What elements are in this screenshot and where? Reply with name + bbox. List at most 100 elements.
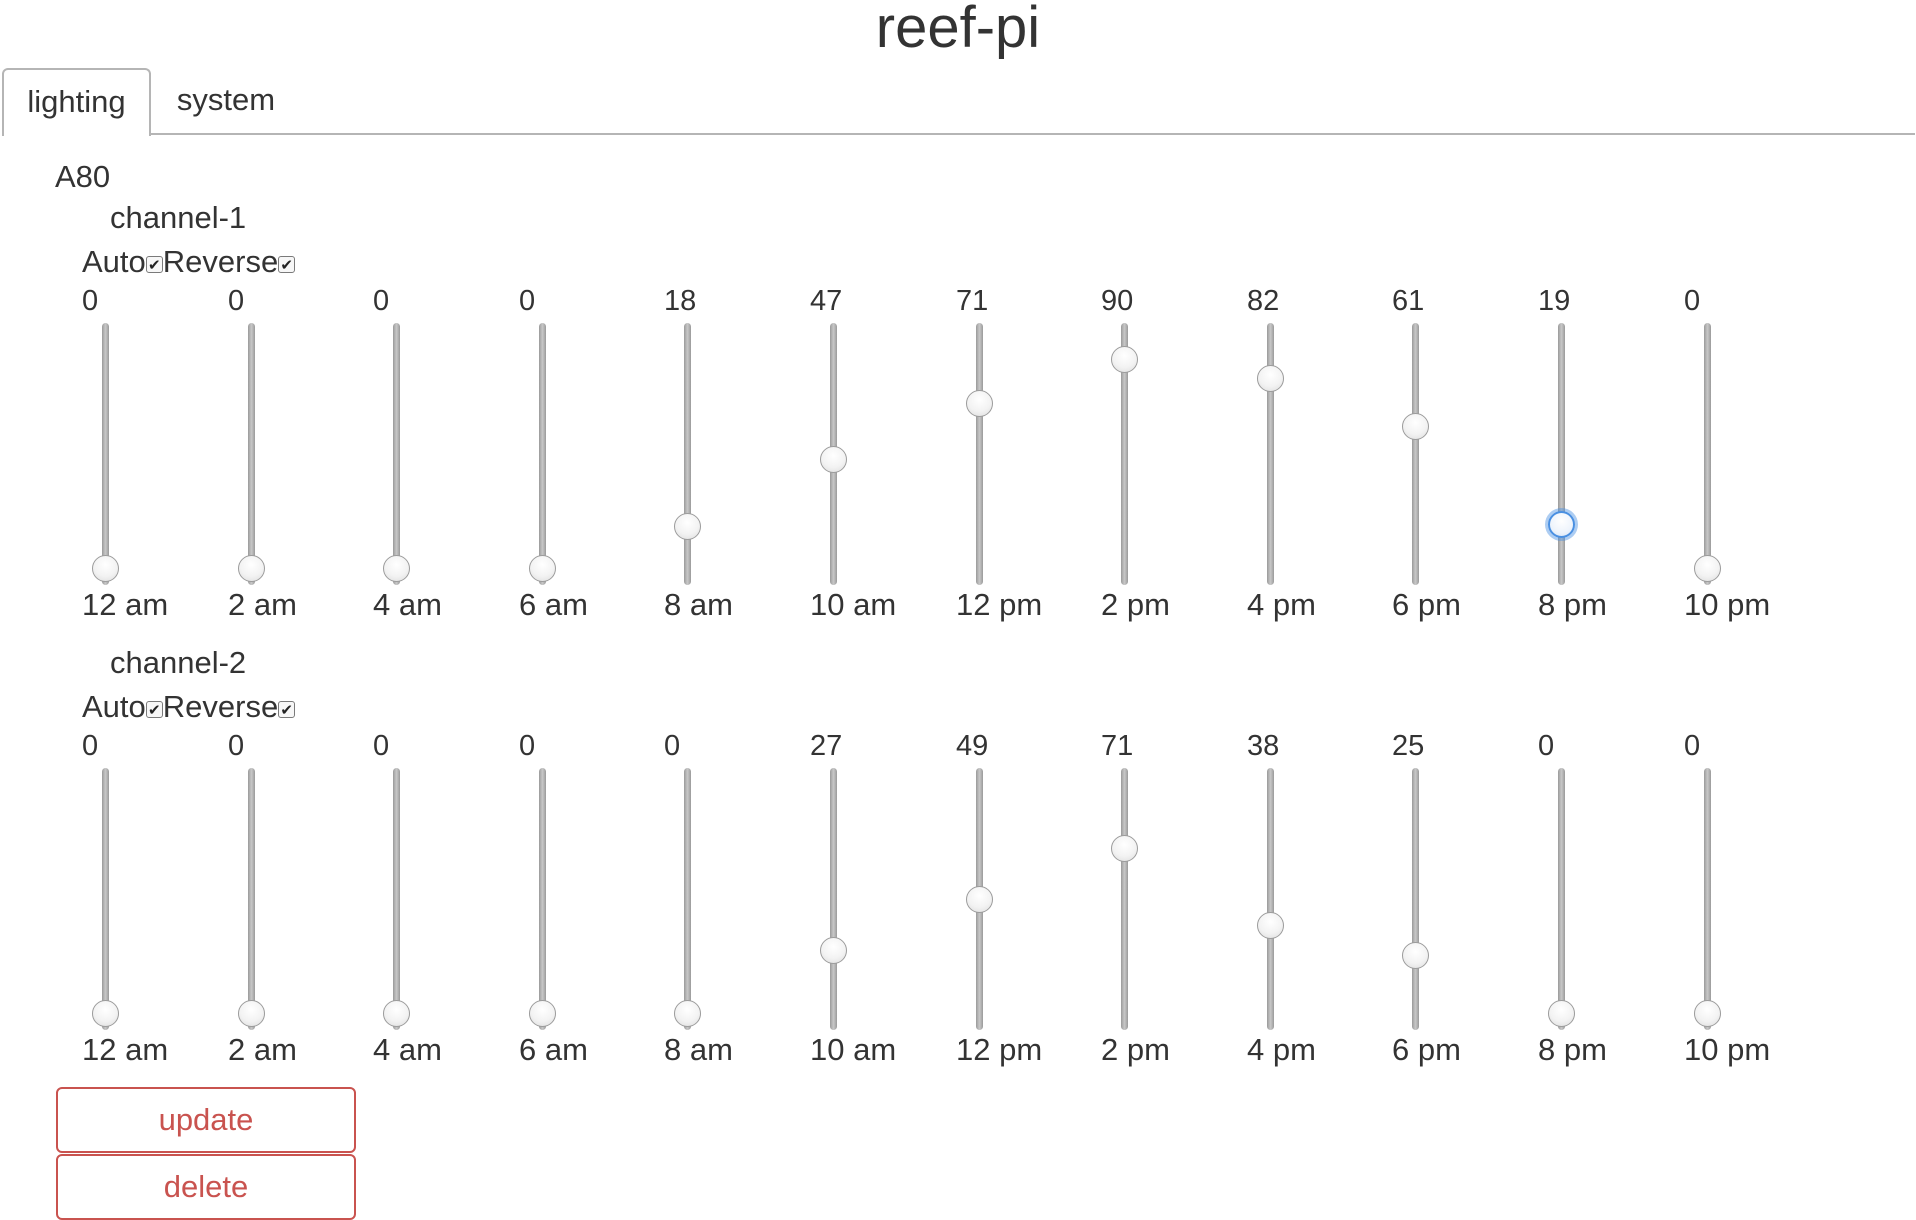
channel-name: channel-2: [110, 645, 247, 680]
slider-value: 0: [519, 285, 536, 317]
slider-thumb[interactable]: [238, 1000, 265, 1027]
time-label: 4 am: [373, 1032, 442, 1067]
slider-track[interactable]: [1267, 323, 1274, 585]
slider-value: 0: [228, 730, 245, 762]
slider-value: 71: [956, 285, 989, 317]
slider-thumb[interactable]: [1548, 1000, 1575, 1027]
slider-column: 0 4 am: [373, 283, 513, 633]
slider-track[interactable]: [1121, 768, 1128, 1030]
time-label: 12 am: [82, 587, 169, 622]
time-label: 12 pm: [956, 1032, 1043, 1067]
slider-thumb[interactable]: [1111, 346, 1138, 373]
auto-checkbox[interactable]: ✔: [145, 701, 163, 719]
slider-track[interactable]: [1121, 323, 1128, 585]
reverse-checkbox[interactable]: ✔: [278, 256, 296, 274]
slider-thumb[interactable]: [820, 446, 847, 473]
time-label: 6 am: [519, 1032, 588, 1067]
slider-column: 0 12 am: [82, 283, 222, 633]
slider-column: 90 2 pm: [1101, 283, 1241, 633]
reverse-label: Reverse: [162, 688, 279, 724]
slider-thumb[interactable]: [966, 390, 993, 417]
slider-column: 0 8 am: [664, 728, 804, 1078]
slider-thumb[interactable]: [1694, 555, 1721, 582]
slider-thumb[interactable]: [529, 1000, 556, 1027]
slider-thumb[interactable]: [1257, 912, 1284, 939]
slider-track[interactable]: [393, 323, 400, 585]
slider-row: 0 12 am 0 2 am 0 4 am 0 6 am 0 8 am 27 10 am 49 12 pm…: [0, 728, 1916, 1078]
slider-track[interactable]: [1704, 768, 1711, 1030]
slider-column: 38 4 pm: [1247, 728, 1387, 1078]
auto-label: Auto: [82, 243, 146, 279]
slider-thumb[interactable]: [674, 1000, 701, 1027]
delete-button[interactable]: delete: [56, 1154, 356, 1220]
slider-track[interactable]: [1412, 768, 1419, 1030]
slider-column: 0 8 pm: [1538, 728, 1678, 1078]
slider-thumb[interactable]: [383, 555, 410, 582]
slider-column: 49 12 pm: [956, 728, 1096, 1078]
tab-system[interactable]: system: [176, 82, 276, 117]
auto-checkbox[interactable]: ✔: [145, 256, 163, 274]
slider-thumb[interactable]: [1257, 365, 1284, 392]
slider-thumb[interactable]: [238, 555, 265, 582]
slider-track[interactable]: [539, 768, 546, 1030]
slider-value: 0: [519, 730, 536, 762]
time-label: 8 pm: [1538, 587, 1607, 622]
time-label: 8 pm: [1538, 1032, 1607, 1067]
slider-column: 0 10 pm: [1684, 283, 1824, 633]
slider-thumb[interactable]: [92, 555, 119, 582]
time-label: 10 pm: [1684, 1032, 1771, 1067]
slider-track[interactable]: [248, 323, 255, 585]
slider-column: 19 8 pm: [1538, 283, 1678, 633]
slider-value: 0: [82, 285, 99, 317]
slider-column: 25 6 pm: [1392, 728, 1532, 1078]
slider-column: 18 8 am: [664, 283, 804, 633]
slider-track[interactable]: [102, 768, 109, 1030]
slider-track[interactable]: [976, 323, 983, 585]
slider-value: 0: [82, 730, 99, 762]
slider-thumb[interactable]: [674, 513, 701, 540]
time-label: 4 am: [373, 587, 442, 622]
slider-value: 82: [1247, 285, 1280, 317]
slider-track[interactable]: [1412, 323, 1419, 585]
update-button[interactable]: update: [56, 1087, 356, 1153]
slider-value: 0: [228, 285, 245, 317]
slider-track[interactable]: [1267, 768, 1274, 1030]
slider-track[interactable]: [539, 323, 546, 585]
slider-track[interactable]: [393, 768, 400, 1030]
slider-track[interactable]: [248, 768, 255, 1030]
slider-value: 0: [664, 730, 681, 762]
slider-value: 71: [1101, 730, 1134, 762]
time-label: 10 am: [810, 1032, 897, 1067]
slider-thumb[interactable]: [383, 1000, 410, 1027]
slider-track[interactable]: [1558, 323, 1565, 585]
slider-value: 0: [373, 285, 390, 317]
slider-track[interactable]: [102, 323, 109, 585]
reverse-checkbox[interactable]: ✔: [278, 701, 296, 719]
slider-thumb[interactable]: [1402, 413, 1429, 440]
time-label: 2 am: [228, 1032, 297, 1067]
slider-thumb[interactable]: [966, 886, 993, 913]
page-title: reef-pi: [875, 0, 1041, 60]
slider-track[interactable]: [684, 768, 691, 1030]
slider-thumb[interactable]: [1402, 942, 1429, 969]
slider-column: 0 2 am: [228, 283, 368, 633]
channel-options: Auto ✔Reverse ✔: [82, 685, 296, 727]
time-label: 10 pm: [1684, 587, 1771, 622]
slider-value: 90: [1101, 285, 1134, 317]
slider-thumb[interactable]: [92, 1000, 119, 1027]
slider-thumb[interactable]: [529, 555, 556, 582]
slider-thumb[interactable]: [1111, 835, 1138, 862]
slider-thumb[interactable]: [820, 937, 847, 964]
slider-column: 0 6 am: [519, 283, 659, 633]
slider-thumb[interactable]: [1548, 511, 1575, 538]
slider-column: 71 2 pm: [1101, 728, 1241, 1078]
slider-value: 0: [1538, 730, 1555, 762]
tab-lighting[interactable]: lighting: [2, 68, 151, 136]
time-label: 8 am: [664, 587, 733, 622]
slider-column: 47 10 am: [810, 283, 950, 633]
slider-track[interactable]: [684, 323, 691, 585]
slider-track[interactable]: [1558, 768, 1565, 1030]
slider-track[interactable]: [1704, 323, 1711, 585]
slider-thumb[interactable]: [1694, 1000, 1721, 1027]
slider-track[interactable]: [830, 768, 837, 1030]
